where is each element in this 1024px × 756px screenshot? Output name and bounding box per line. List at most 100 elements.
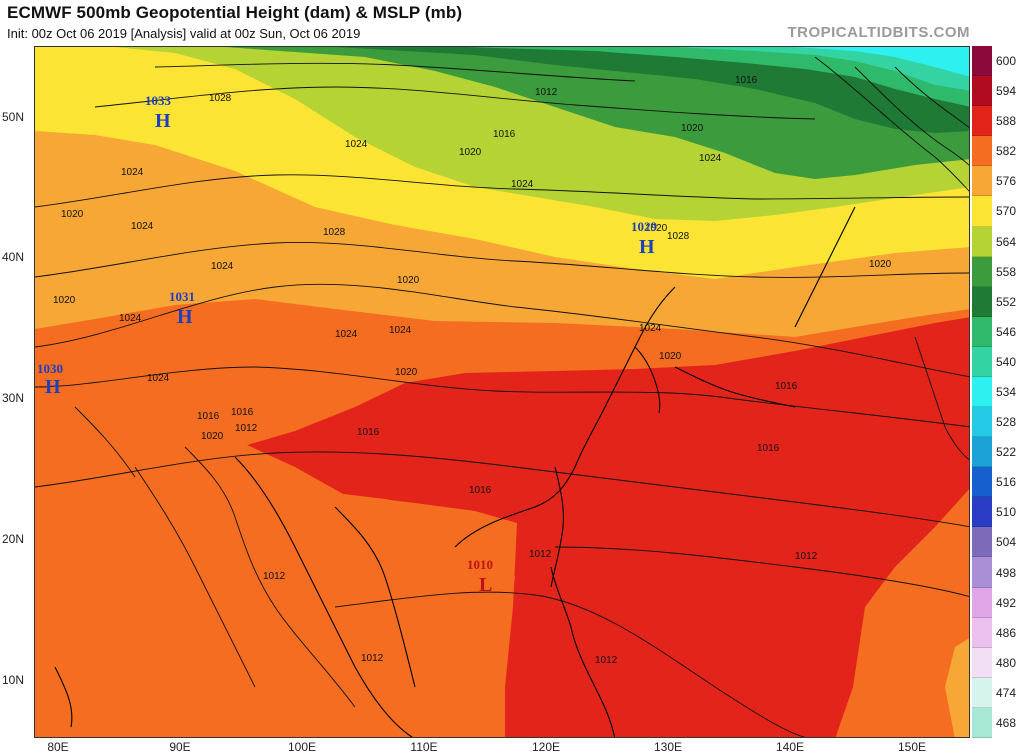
isobar-label: 1020 (459, 147, 482, 158)
isobar-label: 1020 (53, 295, 76, 306)
isobar-label: 1020 (681, 123, 704, 134)
colorbar-swatch (972, 286, 992, 317)
colorbar-label: 468 (996, 715, 1017, 730)
colorbar-swatch (972, 527, 992, 558)
pressure-centers: 1033 H 1031 H 1030 H 1029 H 1010 L (37, 93, 658, 596)
isobar-label: 1020 (869, 259, 892, 270)
colorbar-label: 498 (996, 565, 1017, 580)
isobar-label: 1028 (667, 231, 690, 242)
lon-label-100e: 100E (287, 740, 317, 754)
height-band-546 (465, 47, 969, 107)
colorbar-swatch (972, 76, 992, 107)
high-pressure-value: 1033 (145, 93, 172, 108)
isobar-label: 1024 (131, 221, 154, 232)
colorbar-swatch (972, 346, 992, 377)
colorbar-label: 474 (996, 685, 1017, 700)
isobar-label: 1016 (735, 75, 758, 86)
colorbar-label: 534 (996, 385, 1017, 399)
isobar-label: 1016 (357, 427, 380, 438)
brand-watermark: TROPICALTIDBITS.COM (787, 24, 970, 41)
colorbar-label: 522 (996, 445, 1017, 460)
height-band-576-corner (945, 638, 969, 737)
lon-label-140e: 140E (775, 740, 805, 754)
colorbar-swatch (972, 587, 992, 618)
colorbar-swatch (972, 467, 992, 498)
isobar-label: 1024 (147, 373, 170, 384)
colorbar-swatch (972, 437, 992, 468)
isobar-label: 1012 (795, 551, 818, 562)
colorbar-label: 510 (996, 505, 1017, 520)
colorbar-swatch (972, 46, 992, 77)
isobar-label: 1020 (395, 367, 418, 378)
isobar-label: 1020 (61, 209, 84, 220)
colorbar-swatch (972, 497, 992, 528)
colorbar-swatch (972, 256, 992, 287)
colorbar-label: 558 (996, 264, 1017, 279)
colorbar-label: 570 (996, 204, 1017, 219)
isobar-label: 1020 (659, 351, 682, 362)
isobar-label: 1028 (323, 227, 346, 238)
lon-label-150e: 150E (897, 740, 927, 754)
lon-label-90e: 90E (169, 740, 191, 754)
colorbar-swatch (972, 407, 992, 438)
isobar-contours (35, 56, 969, 737)
isobar-label: 1024 (211, 261, 234, 272)
colorbar-label: 486 (996, 625, 1017, 640)
isobar-label: 1020 (201, 431, 224, 442)
colorbar-swatch (972, 226, 992, 257)
low-pressure-value: 1010 (467, 557, 493, 572)
isobar-label: 1024 (389, 325, 412, 336)
colorbar-label: 504 (996, 535, 1017, 550)
high-pressure-symbol: H (177, 306, 193, 328)
lon-label-120e: 120E (531, 740, 561, 754)
colorbar-label: 564 (996, 234, 1017, 249)
isobar-label: 1016 (493, 129, 516, 140)
isobar-label: 1028 (209, 93, 232, 104)
lon-label-130e: 130E (653, 740, 683, 754)
colorbar-label: 492 (996, 595, 1017, 610)
colorbar-swatch (972, 707, 992, 738)
isobar-label: 1012 (529, 549, 552, 560)
isobar-label: 1024 (335, 329, 358, 340)
height-band-588 (247, 317, 969, 737)
map-canvas: 1028 1024 1024 1024 1020 1024 1020 1016 … (34, 46, 970, 738)
isobar-label: 1016 (231, 407, 254, 418)
colorbar-swatch (972, 136, 992, 167)
isobar-label: 1020 (397, 275, 420, 286)
low-pressure-symbol: L (479, 574, 492, 596)
lat-label-40n: 40N (2, 250, 25, 264)
map-subtitle: Init: 00z Oct 06 2019 [Analysis] valid a… (7, 26, 361, 41)
high-pressure-symbol: H (639, 236, 655, 258)
colorbar-swatch (972, 376, 992, 408)
high-pressure-symbol: H (155, 110, 171, 132)
colorbar-label: 552 (996, 294, 1017, 309)
lon-label-110e: 110E (410, 740, 438, 754)
colorbar-label: 594 (996, 84, 1017, 99)
colorbar-label: 600 (996, 54, 1017, 69)
colorbar-label: 528 (996, 415, 1017, 430)
lat-label-10n: 10N (2, 673, 25, 687)
colorbar-swatch (972, 647, 992, 678)
colorbar-swatch (972, 316, 992, 347)
colorbar-swatch (972, 557, 992, 588)
coastlines (54, 206, 856, 737)
height-band-540 (555, 47, 969, 91)
height-band-582-sea (35, 467, 515, 737)
height-band-534 (635, 47, 969, 77)
isobar-label-group: 1028 1024 1024 1024 1020 1024 1020 1016 … (53, 75, 892, 666)
height-colorbar: 600 594 588 582 576 570 564 558 552 546 540 534 528 5… (972, 46, 1024, 738)
colorbar-label: 576 (996, 174, 1017, 189)
colorbar-swatch (972, 617, 992, 648)
lat-label-20n: 20N (2, 532, 25, 546)
isobar-label: 1016 (197, 411, 220, 422)
high-pressure-value: 1031 (169, 289, 195, 304)
high-pressure-value: 1030 (37, 361, 63, 376)
isobar-label: 1024 (511, 179, 534, 190)
isobar-label: 1012 (263, 571, 286, 582)
isobar-label: 1024 (121, 167, 144, 178)
isobar-label: 1024 (639, 323, 662, 334)
colorbar-label: 516 (996, 475, 1017, 490)
isobar-label: 1016 (469, 485, 492, 496)
colorbar-swatch (972, 196, 992, 227)
colorbar-swatch (972, 677, 992, 708)
